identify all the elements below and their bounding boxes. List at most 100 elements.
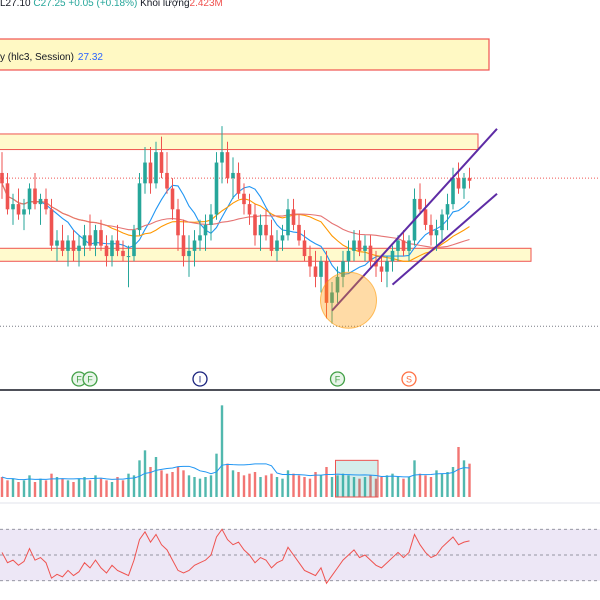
candle (407, 235, 411, 262)
candle (319, 256, 323, 293)
candle (11, 193, 15, 225)
candle (66, 235, 70, 267)
volume-bar (391, 473, 394, 497)
candle (181, 219, 186, 267)
candle-body (335, 276, 340, 293)
candle-body (434, 230, 439, 236)
candle-body (137, 183, 142, 231)
candle-body (264, 224, 268, 236)
volume-bar (88, 480, 92, 497)
volume-bar (314, 472, 317, 497)
volume-bar (50, 473, 53, 497)
candle (264, 209, 268, 241)
candle (225, 141, 230, 184)
volume-bar (171, 472, 174, 497)
candle (313, 250, 318, 288)
volume-bar (413, 460, 416, 497)
indicator-legend[interactable]: y (hlc3, Session) 27.32 (0, 52, 103, 63)
rsi-pane (0, 528, 600, 585)
marker-label: F (76, 375, 82, 385)
candle-body (275, 240, 279, 251)
channel-upper-line[interactable] (331, 128, 498, 312)
low-value: L27.10 (0, 0, 31, 9)
candle-body (99, 230, 103, 246)
candle (55, 230, 59, 262)
indicator-label: y (hlc3, Session) (0, 52, 74, 63)
candle (22, 198, 26, 231)
candle (104, 235, 109, 267)
candle-body (341, 261, 345, 277)
candle (286, 198, 290, 241)
candle (302, 230, 307, 262)
candle (27, 183, 32, 215)
volume-bar (77, 478, 81, 497)
candle-body (440, 214, 444, 231)
candle (88, 214, 92, 251)
volume-bar (61, 478, 64, 497)
candle-body (236, 172, 241, 194)
candle-body (66, 240, 70, 251)
highlight-circle[interactable] (320, 271, 377, 329)
candle (33, 172, 37, 210)
indicator-box[interactable] (0, 36, 600, 96)
channel-lower-line[interactable] (391, 192, 498, 286)
candle (5, 172, 10, 215)
change-value: +0.05 (+0.18%) (68, 0, 138, 9)
candle-body (467, 178, 472, 181)
volume-bar (325, 467, 328, 497)
candle (71, 230, 76, 262)
volume-bar (11, 478, 15, 497)
resistance-zone[interactable] (0, 133, 479, 151)
marker-blue[interactable]: I (192, 371, 208, 387)
candle-body (302, 240, 307, 257)
candle (159, 136, 164, 179)
candle (467, 167, 472, 189)
volume-bar (138, 460, 141, 497)
volume-bar (259, 477, 262, 497)
volume-bar (462, 460, 466, 497)
candle-body (363, 245, 367, 251)
marker-label: I (199, 375, 202, 385)
marker-green[interactable]: F (82, 371, 98, 387)
candle (203, 214, 208, 251)
volume-bar (341, 473, 345, 497)
marker-green[interactable]: F (329, 371, 346, 387)
candle-body (176, 209, 180, 236)
candle (346, 240, 351, 272)
candle-body (126, 256, 131, 258)
candle (445, 193, 450, 231)
candle (275, 230, 279, 262)
volume-bar (358, 478, 361, 497)
candle (154, 141, 158, 189)
volume-highlight-box[interactable] (335, 459, 379, 498)
candle (368, 235, 373, 267)
candle-body (192, 240, 197, 251)
volume-bar (94, 475, 97, 497)
candle-body (187, 250, 191, 257)
volume-bar (33, 482, 37, 497)
volume-bar (22, 480, 26, 497)
volume-ma-line (1, 463, 470, 481)
volume-bar (468, 463, 471, 497)
candle (82, 224, 87, 257)
volume-bar (121, 480, 125, 497)
candle (132, 224, 136, 262)
candle (456, 162, 461, 194)
candle-body (313, 266, 318, 277)
marker-label: S (406, 375, 412, 385)
ma-slow-line (1, 183, 470, 249)
volume-bar (297, 475, 301, 497)
candle (269, 219, 274, 257)
candle-body (110, 240, 114, 257)
candle (38, 193, 43, 225)
volume-bar (352, 477, 356, 497)
marker-orange[interactable]: S (401, 371, 417, 387)
candle-body (374, 261, 378, 267)
candle (214, 152, 219, 220)
volume-bar (99, 478, 103, 497)
volume-bar (127, 473, 130, 497)
candle (440, 209, 444, 241)
candle-body (462, 178, 466, 189)
